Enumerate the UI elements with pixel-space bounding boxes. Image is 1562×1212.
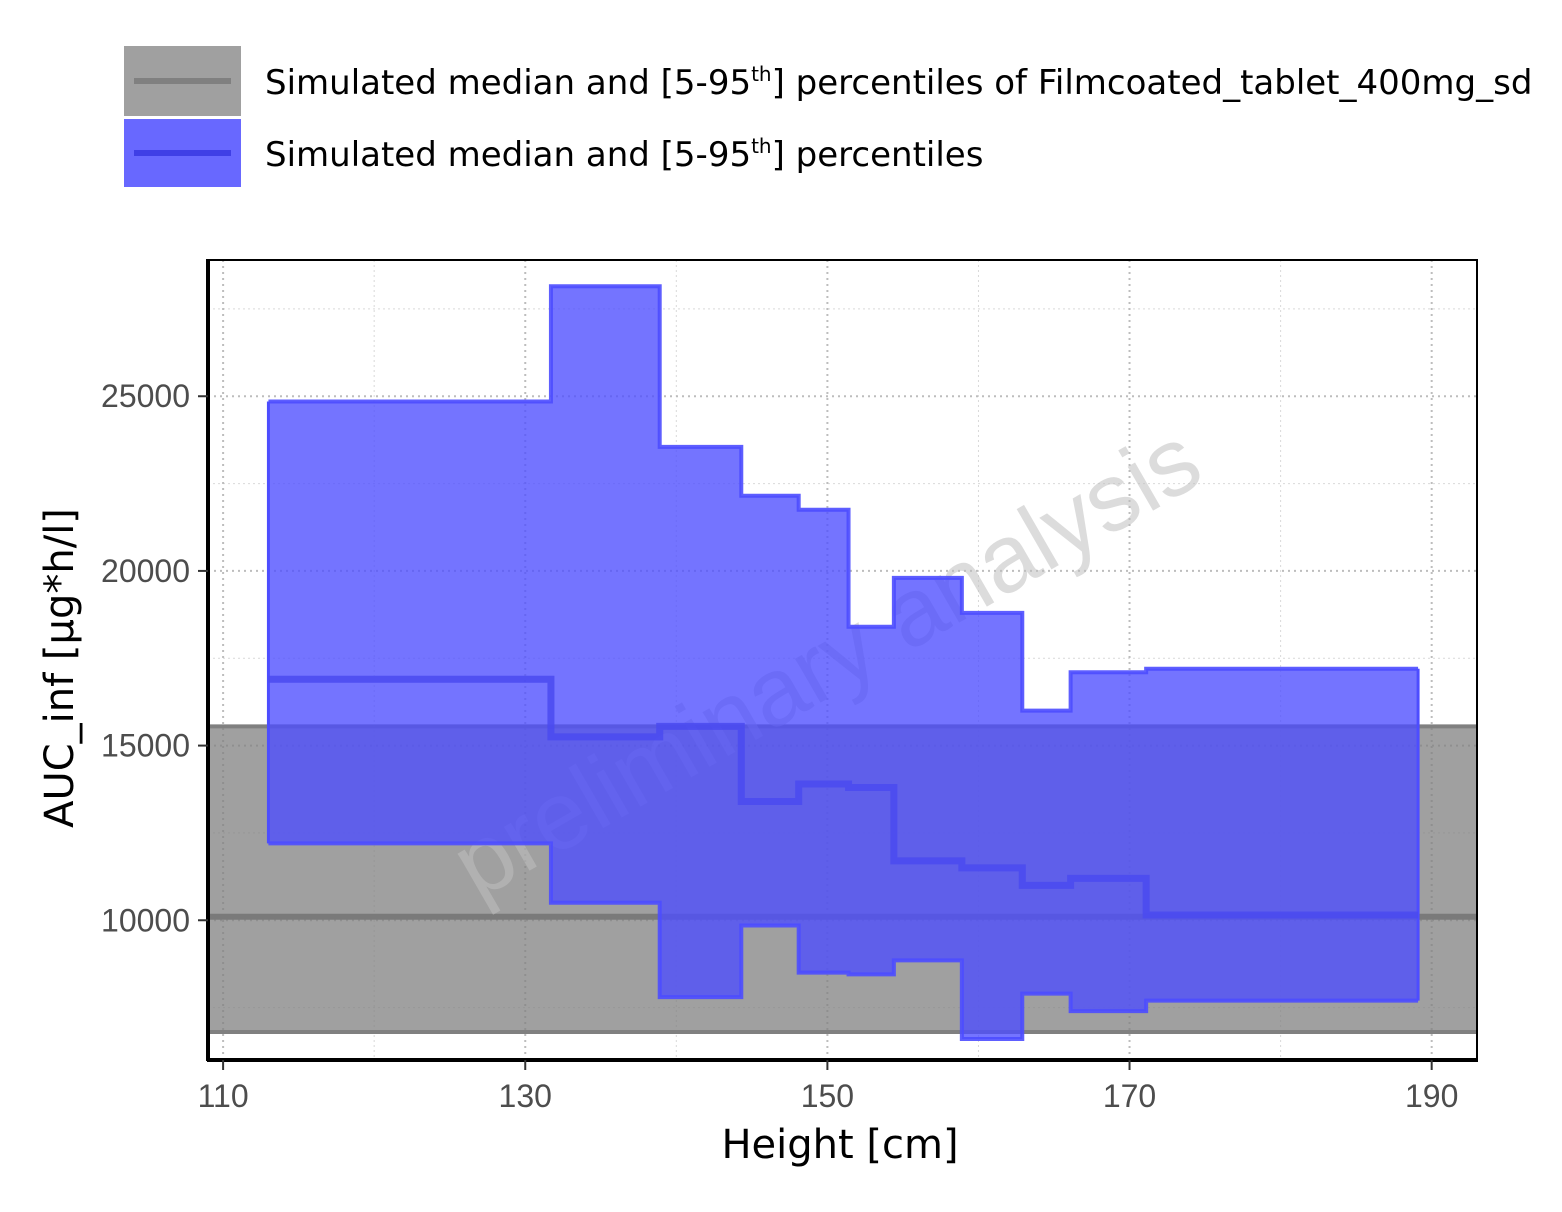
y-tick-label: 25000: [101, 378, 190, 414]
simulated-band-area: [268, 286, 1419, 1040]
legend-label-simulated: Simulated median and [5-95th] percentile…: [265, 134, 983, 175]
x-axis-ticks: 110 130 150 170 190: [198, 1060, 1458, 1114]
legend-text-part: Simulated median and [5-95: [265, 63, 751, 103]
simulated-median-line: [268, 675, 1419, 919]
legend-text-superscript: th: [751, 134, 772, 158]
x-tick-label: 130: [499, 1078, 552, 1114]
simulated-p95-line: [268, 284, 1419, 713]
legend-text-superscript: th: [751, 62, 772, 86]
simulated-p5-line: [268, 841, 1419, 1042]
y-axis-title: AUC_inf [µg*h/l]: [37, 508, 83, 828]
x-tick-label: 190: [1405, 1078, 1458, 1114]
x-tick-label: 170: [1103, 1078, 1156, 1114]
legend-text-part: ] percentiles: [772, 135, 984, 175]
legend-label-reference: Simulated median and [5-95th] percentile…: [265, 62, 1532, 103]
legend-text-part: Simulated median and [5-95: [265, 135, 751, 175]
x-tick-label: 150: [801, 1078, 854, 1114]
y-axis-ticks: 10000 15000 20000 25000: [101, 378, 208, 938]
legend-text-part: ] percentiles of Filmcoated_tablet_400mg…: [772, 63, 1533, 103]
y-tick-label: 15000: [101, 728, 190, 764]
x-tick-label: 110: [198, 1078, 249, 1114]
legend: Simulated median and [5-95th] percentile…: [124, 46, 1532, 187]
y-tick-label: 10000: [101, 902, 190, 938]
simulated-band: [266, 284, 1420, 1042]
x-axis-title: Height [cm]: [721, 1122, 958, 1168]
y-tick-label: 20000: [101, 553, 190, 589]
